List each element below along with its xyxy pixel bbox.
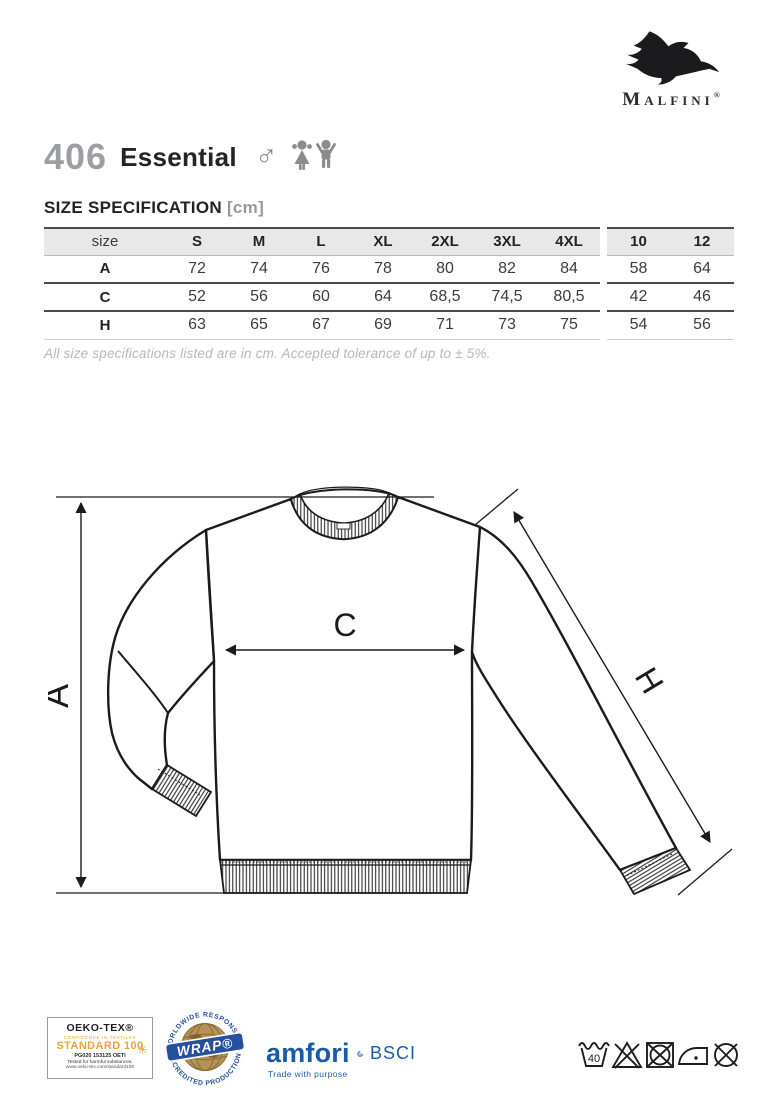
sweatshirt-diagram: A C H bbox=[48, 486, 733, 896]
kids-gender-icon bbox=[291, 139, 337, 176]
size-col-header: 4XL bbox=[555, 233, 583, 251]
right-cuff bbox=[618, 846, 692, 896]
row-label: H bbox=[99, 316, 111, 334]
size-tables: size S M L XL 2XL 3XL 4XL A 72 74 76 78 bbox=[44, 227, 734, 340]
oeko-tex-label: OEKO-TEX® CONFIDENCE IN TEXTILES STANDAR… bbox=[47, 1017, 153, 1079]
product-name: Essential bbox=[120, 141, 237, 172]
kids-row-c: 42 46 bbox=[607, 283, 734, 311]
oeko-tex-standard: STANDARD 100 bbox=[56, 1040, 144, 1052]
kids-header-row: 10 12 bbox=[607, 228, 734, 255]
product-title: 406 Essential ♂ bbox=[44, 136, 337, 178]
cell: 58 bbox=[629, 259, 648, 277]
measurement-a-label: A bbox=[48, 684, 76, 708]
cell: 63 bbox=[188, 316, 206, 334]
cell: 84 bbox=[560, 259, 578, 277]
oeko-tex-subtitle: CONFIDENCE IN TEXTILES bbox=[63, 1035, 137, 1040]
male-gender-icon: ♂ bbox=[254, 140, 278, 173]
cell: 67 bbox=[312, 316, 330, 334]
oeko-tex-url: www.oeko-tex.com/standard100 bbox=[65, 1065, 135, 1070]
cell: 52 bbox=[188, 288, 206, 305]
cell: 56 bbox=[250, 288, 268, 305]
size-col-header: L bbox=[316, 233, 326, 251]
size-col-header: 3XL bbox=[493, 233, 521, 251]
size-col-header: 10 bbox=[630, 233, 647, 251]
neck-label-tag bbox=[336, 522, 351, 530]
kids-row-h: 54 56 bbox=[607, 311, 734, 339]
cell: 68,5 bbox=[429, 288, 461, 305]
cell: 74 bbox=[250, 259, 268, 277]
size-col-header: 12 bbox=[693, 233, 711, 251]
size-spec-heading: SIZE SPECIFICATION [cm] bbox=[44, 198, 264, 218]
size-corner-label: size bbox=[91, 233, 119, 251]
measure-h-arrow bbox=[513, 511, 711, 843]
cell: 75 bbox=[560, 316, 578, 334]
wrap-banner: WRAP® bbox=[164, 1031, 246, 1063]
cell: 64 bbox=[374, 288, 392, 305]
product-code: 406 bbox=[44, 136, 108, 177]
do-not-tumble-dry-icon bbox=[646, 1042, 674, 1068]
body-outline bbox=[204, 495, 482, 862]
cell: 80 bbox=[436, 259, 454, 277]
table-row-a: A 72 74 76 78 80 82 84 bbox=[44, 255, 600, 283]
kids-row-a: 58 64 bbox=[607, 255, 734, 283]
cell: 69 bbox=[374, 316, 392, 334]
do-not-dry-clean-icon bbox=[714, 1043, 738, 1067]
wrap-badge: WORLDWIDE RESPONSIBLE ACCREDITED PRODUCT… bbox=[164, 1012, 246, 1087]
oeko-tex-title: OEKO-TEX® bbox=[66, 1022, 134, 1034]
amfori-spiral-icon bbox=[356, 1050, 363, 1057]
table-row-h: H 63 65 67 69 71 73 75 bbox=[44, 311, 600, 339]
size-col-header: XL bbox=[373, 233, 393, 251]
malfini-bird-icon bbox=[626, 31, 720, 85]
brand-logo: Malfini® bbox=[596, 28, 746, 111]
amfori-tagline: Trade with purpose bbox=[268, 1069, 348, 1079]
cell: 65 bbox=[250, 316, 268, 334]
oeko-tex-tested: Tested for harmful substances. bbox=[67, 1060, 133, 1065]
measurement-h-label: H bbox=[628, 661, 671, 699]
kids-size-table: 10 12 58 64 42 46 54 56 bbox=[607, 227, 734, 340]
size-col-header: 2XL bbox=[431, 233, 459, 251]
tolerance-footnote: All size specifications listed are in cm… bbox=[44, 346, 491, 361]
cell: 80,5 bbox=[553, 288, 585, 305]
size-col-header: M bbox=[252, 233, 266, 251]
cell: 56 bbox=[693, 316, 711, 334]
size-spec-unit: [cm] bbox=[226, 198, 265, 217]
adult-size-table: size S M L XL 2XL 3XL 4XL A 72 74 76 78 bbox=[44, 227, 600, 340]
wash-40-icon: 40 bbox=[578, 1042, 610, 1067]
left-cuff bbox=[150, 763, 213, 818]
do-not-bleach-icon bbox=[611, 1041, 643, 1069]
row-label: C bbox=[99, 288, 111, 306]
left-sleeve bbox=[106, 528, 216, 791]
brand-wordmark: Malfini® bbox=[596, 89, 746, 111]
cell: 46 bbox=[693, 288, 711, 305]
cell: 76 bbox=[312, 259, 330, 277]
cell: 78 bbox=[374, 259, 392, 277]
wash-temp-text: 40 bbox=[588, 1053, 600, 1065]
measurement-c-label: C bbox=[333, 607, 356, 643]
registered-mark: ® bbox=[713, 90, 720, 100]
right-sleeve bbox=[470, 525, 678, 872]
row-label: A bbox=[99, 260, 111, 278]
cell: 71 bbox=[436, 316, 454, 334]
oeko-tex-code: PG020 153125 OETI bbox=[74, 1053, 126, 1059]
table-row-c: C 52 56 60 64 68,5 74,5 80,5 bbox=[44, 283, 600, 311]
amfori-bsci-logo: amfori BSCI Trade with purpose bbox=[266, 1038, 416, 1079]
brand-name-text: Malfini bbox=[622, 89, 714, 110]
cell: 82 bbox=[498, 259, 516, 277]
size-spec-title-text: SIZE SPECIFICATION bbox=[44, 198, 222, 217]
iron-low-icon bbox=[677, 1047, 708, 1065]
cell: 74,5 bbox=[491, 288, 523, 305]
size-col-header: S bbox=[191, 233, 202, 251]
cell: 72 bbox=[188, 259, 206, 277]
cell: 42 bbox=[629, 288, 648, 305]
care-symbols: 40 bbox=[578, 1035, 742, 1075]
amfori-brand-text: amfori bbox=[266, 1038, 350, 1068]
cell: 64 bbox=[693, 259, 711, 277]
cell: 60 bbox=[312, 288, 330, 305]
bsci-text: BSCI bbox=[369, 1043, 416, 1063]
oeko-flower-icon: ✳ bbox=[137, 1042, 148, 1057]
size-header-row: size S M L XL 2XL 3XL 4XL bbox=[44, 228, 600, 255]
cell: 73 bbox=[498, 316, 516, 334]
cell: 54 bbox=[629, 316, 648, 334]
